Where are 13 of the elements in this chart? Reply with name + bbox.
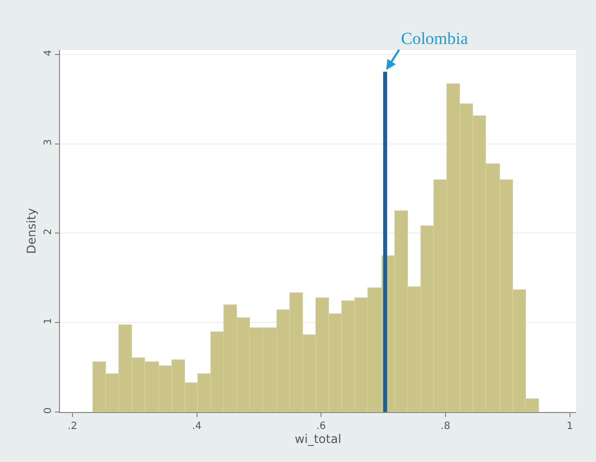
- y-tick-label: 4: [43, 50, 54, 56]
- y-tick-label: 1: [43, 318, 54, 324]
- x-tick-label: .8: [440, 421, 450, 432]
- x-tick-label: .6: [316, 421, 326, 432]
- x-tick-label: 1: [566, 421, 573, 432]
- x-tick-label: .2: [68, 421, 78, 432]
- x-tick-label: .4: [192, 421, 202, 432]
- ref-line-label: Colombia: [401, 29, 469, 48]
- y-tick-label: 2: [43, 228, 54, 235]
- x-axis-title: wi_total: [294, 432, 342, 446]
- y-tick-label: 3: [43, 139, 54, 146]
- y-tick-label: 0: [43, 407, 54, 414]
- y-axis-title: Density: [24, 208, 38, 254]
